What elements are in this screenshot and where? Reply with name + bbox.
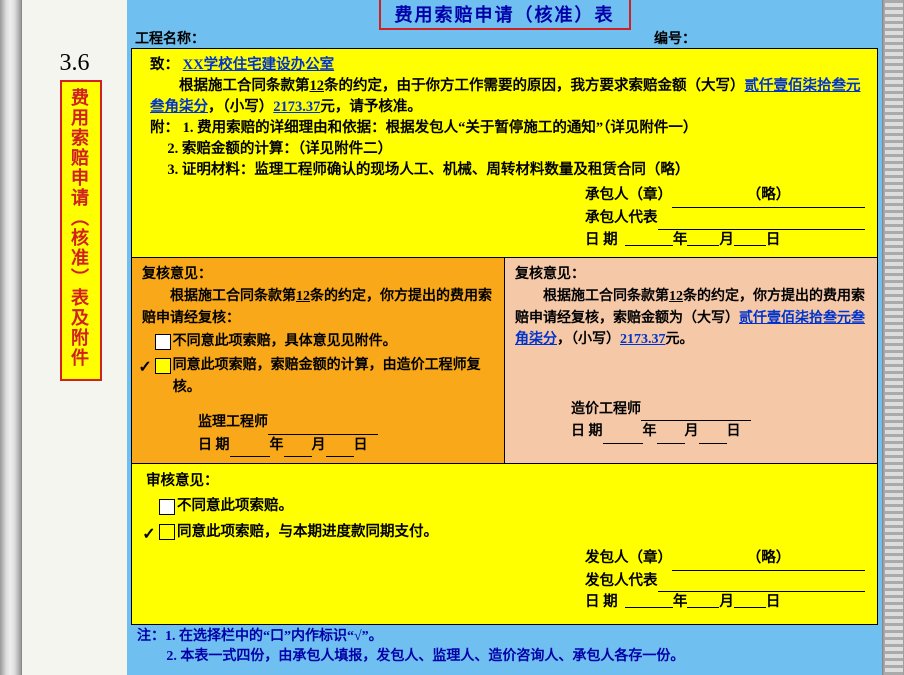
- review-cost-engineer: 复核意见： 根据施工合同条款第12条的约定，你方提出的费用索赔申请经复核，索赔金…: [505, 258, 877, 463]
- to-label: 致：: [150, 57, 179, 73]
- sig-blank: [658, 571, 866, 593]
- t: 根据施工合同条款第: [543, 289, 669, 304]
- sig-label: 监理工程师: [198, 415, 268, 430]
- footnotes: 注：1. 在选择栏中的“口”内作标识“√”。 2. 本表一式四份，由承包人填报，…: [127, 625, 882, 670]
- amount-num: 2173.37: [620, 332, 666, 347]
- t: 索赔金额的计算：（详见附件二）: [182, 141, 392, 157]
- t: 年: [673, 230, 688, 252]
- t: ，（小写）: [208, 99, 273, 115]
- attach-3: 3. 证明材料：监理工程师确认的现场人工、机械、周转材料数量及租赁合同（略）: [150, 160, 865, 181]
- t: 证明材料：监理工程师确认的现场人工、机械、周转材料数量及租赁合同（略）: [182, 162, 690, 178]
- blank: [687, 230, 719, 246]
- attach-1: 1. 费用索赔的详细理由和依据：根据发包人“关于暂停施工的通知”（详见附件一）: [183, 120, 698, 136]
- to-value: XX学校住宅建设办公室: [183, 57, 334, 73]
- binding-left: [0, 0, 22, 675]
- contractor-sign: 承包人（章）（略） 承包人代表 日 期 年 月 日: [150, 185, 865, 251]
- clause-num: 12: [310, 78, 325, 94]
- sig-label: 承包人（章）: [585, 185, 672, 208]
- attach-block: 附： 1. 费用索赔的详细理由和依据：根据发包人“关于暂停施工的通知”（详见附件…: [150, 118, 865, 139]
- audit-disagree: 不同意此项索赔。: [146, 495, 865, 518]
- sig-label: 造价工程师: [571, 402, 641, 417]
- audit-agree: 同意此项索赔，与本期进度款同期支付。: [146, 521, 865, 544]
- blank: [687, 592, 719, 608]
- side-red-label-text: 费用索赔申请（核准）表及附件: [66, 88, 92, 368]
- t: 月: [719, 230, 734, 252]
- blank: [641, 405, 751, 421]
- title-bar: 费用索赔申请（核准）表: [127, 0, 882, 28]
- t: 同意此项索赔，与本期进度款同期支付。: [177, 524, 438, 540]
- form-frame: 致： XX学校住宅建设办公室 根据施工合同条款第12条的约定，由于你方工作需要的…: [131, 48, 878, 625]
- blank: [657, 428, 685, 444]
- review-title: 复核意见：: [515, 264, 867, 286]
- sig-label: 日 期: [198, 438, 230, 453]
- blank: [734, 592, 766, 608]
- sig-label: 日 期: [585, 592, 618, 614]
- t: 条的约定，由于你方工作需要的原因，我方要求索赔金额（大写）: [324, 78, 745, 94]
- t: 根据施工合同条款第: [179, 78, 310, 94]
- blank: [326, 441, 354, 457]
- review-supervisor: 复核意见： 根据施工合同条款第12条的约定，你方提出的费用索赔申请经复核： 不同…: [132, 258, 505, 463]
- t: 日: [766, 230, 781, 252]
- clause: 12: [669, 289, 683, 304]
- t: 元。: [666, 332, 694, 347]
- section-applicant: 致： XX学校住宅建设办公室 根据施工合同条款第12条的约定，由于你方工作需要的…: [132, 49, 877, 258]
- blank: [734, 230, 766, 246]
- employer-sign: 发包人（章）（略） 发包人代表 日 期 年月日: [146, 548, 865, 614]
- clause: 12: [296, 289, 310, 304]
- audit-title: 审核意见：: [146, 470, 865, 493]
- option-disagree: 不同意此项索赔，具体意见见附件。: [142, 331, 494, 353]
- blank: [699, 428, 727, 444]
- main-panel: 费用索赔申请（核准）表 工程名称： 编号： 致： XX学校住宅建设办公室 根据施…: [127, 0, 882, 675]
- sig-val: （略）: [672, 185, 865, 208]
- t: 不同意此项索赔，具体意见见附件。: [173, 334, 397, 349]
- blank: [625, 592, 673, 608]
- meta-row: 工程名称： 编号：: [127, 28, 882, 48]
- blank: [625, 230, 673, 246]
- amount-num: 2173.37: [273, 99, 320, 115]
- t: 费用索赔的详细理由和依据：根据发包人“关于暂停施工的通知”（详见附件一）: [197, 120, 697, 136]
- section-review: 复核意见： 根据施工合同条款第12条的约定，你方提出的费用索赔申请经复核： 不同…: [132, 258, 877, 464]
- blank: [230, 441, 270, 457]
- note-1: 注：1. 在选择栏中的“口”内作标识“√”。: [137, 627, 872, 647]
- code-label: 编号：: [654, 28, 874, 48]
- option-agree: 同意此项索赔，索赔金额的计算，由造价工程师复核。: [142, 355, 494, 398]
- attach-label: 附：: [150, 120, 179, 136]
- checkbox-unchecked[interactable]: [155, 334, 171, 350]
- sig-label: 发包人代表: [585, 571, 658, 593]
- blank: [268, 419, 378, 435]
- sig-blank: [658, 208, 866, 230]
- side-red-label: 费用索赔申请（核准）表及附件: [60, 80, 102, 381]
- section-number: 3.6: [60, 50, 90, 77]
- review-title: 复核意见：: [142, 264, 494, 286]
- t: ，（小写）: [557, 332, 620, 347]
- t: 元，请予核准。: [320, 99, 422, 115]
- t: 同意此项索赔，索赔金额的计算，由造价工程师复核。: [173, 358, 481, 395]
- section-audit: 审核意见： 不同意此项索赔。 同意此项索赔，与本期进度款同期支付。 发包人（章）…: [132, 464, 877, 624]
- attach-2: 2. 索赔金额的计算：（详见附件二）: [150, 139, 865, 160]
- checkbox-checked[interactable]: [155, 358, 171, 374]
- t: 不同意此项索赔。: [177, 498, 293, 514]
- blank: [284, 441, 312, 457]
- checkbox-checked[interactable]: [159, 524, 175, 540]
- supervisor-sign: 监理工程师 日 期年月日: [142, 412, 494, 457]
- review-body: 根据施工合同条款第12条的约定，你方提出的费用索赔申请经复核，索赔金额为（大写）…: [515, 286, 867, 351]
- sig-label: 日 期: [585, 230, 618, 252]
- review-body: 根据施工合同条款第12条的约定，你方提出的费用索赔申请经复核：: [142, 286, 494, 329]
- sig-label: 发包人（章）: [585, 548, 672, 571]
- t: 根据施工合同条款第: [170, 289, 296, 304]
- to-line: 致： XX学校住宅建设办公室: [150, 55, 865, 76]
- checkbox-unchecked[interactable]: [159, 499, 175, 515]
- blank: [603, 428, 643, 444]
- cost-eng-sign: 造价工程师 日 期年月日: [515, 399, 867, 444]
- note-2: 2. 本表一式四份，由承包人填报，发包人、监理人、造价咨询人、承包人各存一份。: [137, 647, 872, 667]
- project-name-label: 工程名称：: [135, 28, 654, 48]
- binding-right: [882, 0, 904, 675]
- sig-label: 承包人代表: [585, 208, 658, 230]
- sig-val: （略）: [672, 548, 865, 571]
- title-box: 费用索赔申请（核准）表: [379, 0, 631, 30]
- sig-label: 日 期: [571, 424, 603, 439]
- page-title: 费用索赔申请（核准）表: [395, 5, 615, 25]
- claim-body: 根据施工合同条款第12条的约定，由于你方工作需要的原因，我方要求索赔金额（大写）…: [150, 76, 865, 118]
